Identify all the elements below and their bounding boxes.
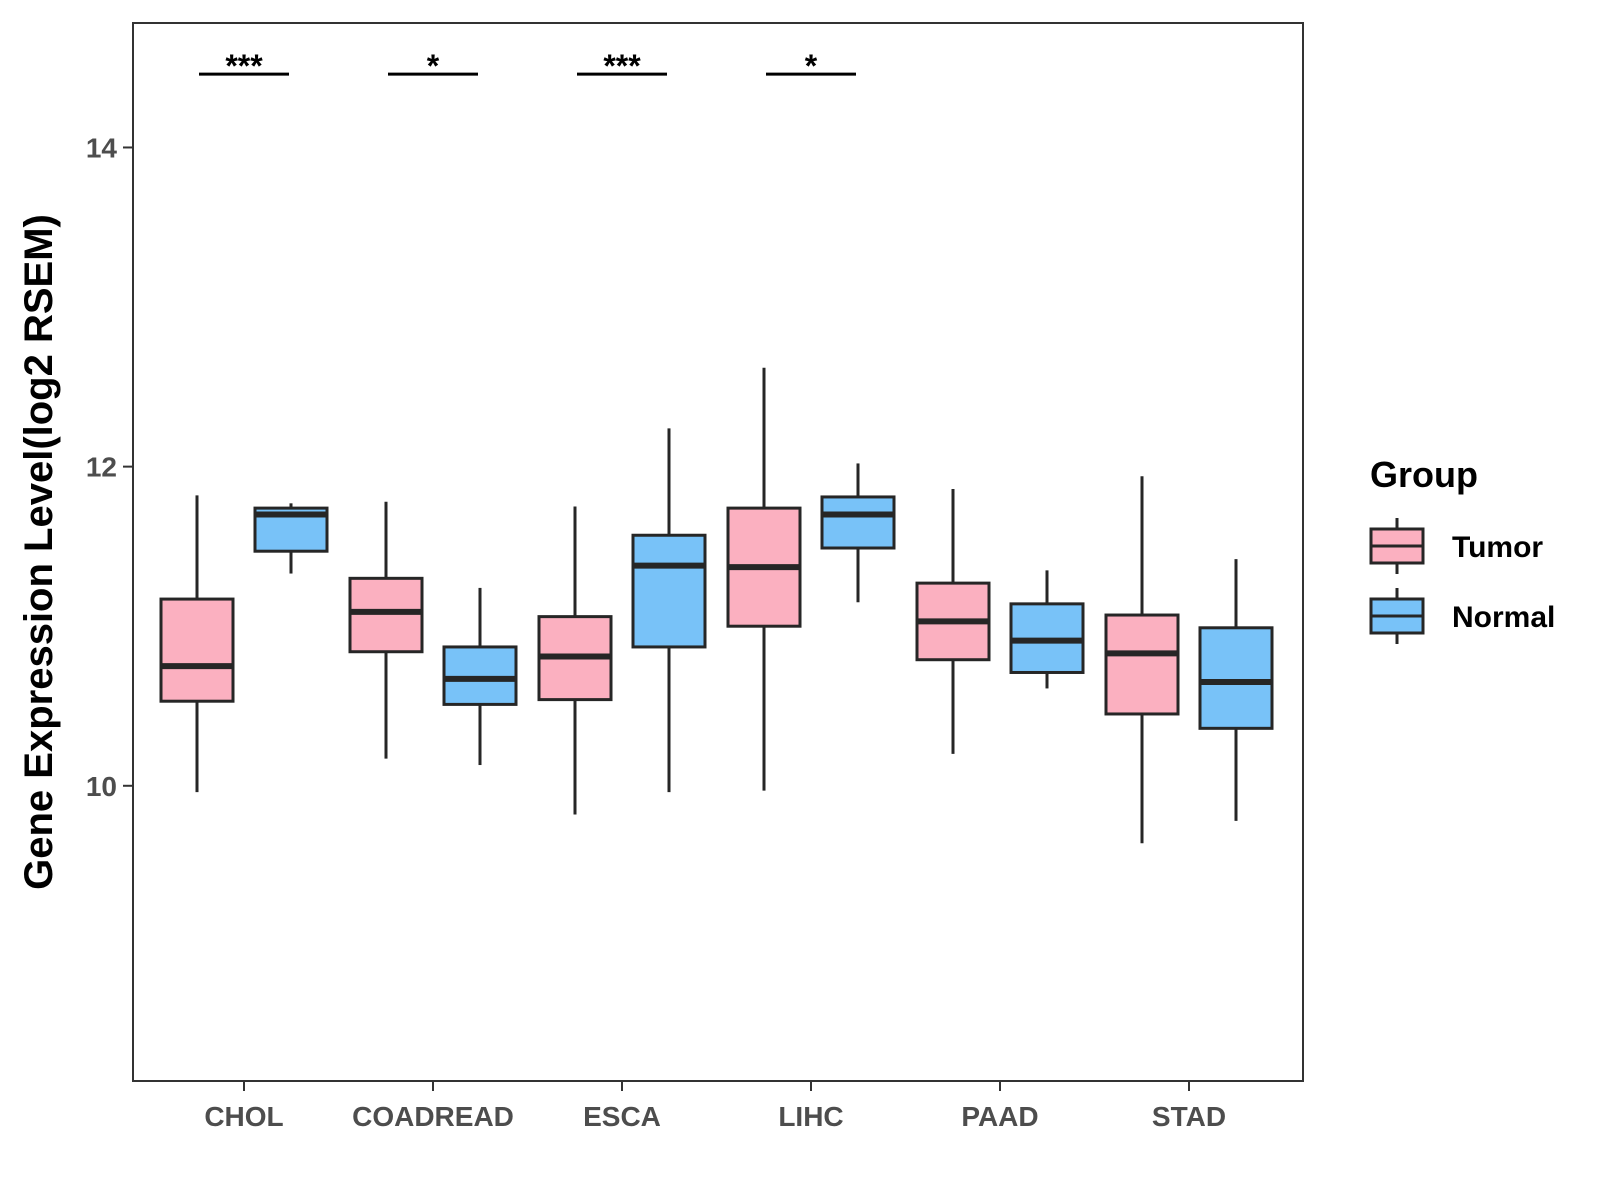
y-tick-label: 12 xyxy=(86,452,117,483)
y-tick-label: 14 xyxy=(86,132,118,163)
legend-title: Group xyxy=(1370,454,1478,495)
box-iqr xyxy=(631,533,707,649)
significance-label: * xyxy=(427,48,440,84)
x-tick-label: ESCA xyxy=(583,1101,661,1132)
x-tick-label: COADREAD xyxy=(352,1101,514,1132)
box-iqr xyxy=(159,597,235,703)
significance-label: *** xyxy=(603,48,641,84)
legend-label-normal: Normal xyxy=(1452,601,1555,634)
box-iqr xyxy=(442,645,518,706)
box-normal-paad xyxy=(1009,570,1085,689)
box-normal-esca xyxy=(631,428,707,793)
x-tick-label: STAD xyxy=(1152,1101,1226,1132)
box-tumor-lihc xyxy=(726,367,802,791)
box-iqr xyxy=(348,576,424,654)
box-tumor-stad xyxy=(1104,476,1180,844)
legend: Group Tumor Normal xyxy=(1369,454,1555,644)
box-normal-stad xyxy=(1198,559,1274,821)
box-tumor-esca xyxy=(537,506,613,815)
x-tick-label: LIHC xyxy=(778,1101,843,1132)
box-normal-coadread xyxy=(442,587,518,766)
box-tumor-paad xyxy=(915,488,991,754)
legend-key-normal xyxy=(1369,588,1425,644)
y-axis-title: Gene Expression Level(log2 RSEM) xyxy=(17,214,61,890)
y-tick-label: 10 xyxy=(86,771,117,802)
box-normal-chol xyxy=(253,503,329,574)
x-tick-label: PAAD xyxy=(961,1101,1038,1132)
legend-label-tumor: Tumor xyxy=(1452,531,1543,564)
box-iqr xyxy=(1198,626,1274,730)
box-iqr xyxy=(820,495,896,550)
box-normal-lihc xyxy=(820,463,896,603)
x-tick-label: CHOL xyxy=(204,1101,283,1132)
box-tumor-chol xyxy=(159,495,235,793)
legend-key-tumor xyxy=(1369,518,1425,574)
box-tumor-coadread xyxy=(348,501,424,759)
box-iqr xyxy=(1104,613,1180,716)
significance-label: * xyxy=(805,48,818,84)
significance-label: *** xyxy=(225,48,263,84)
